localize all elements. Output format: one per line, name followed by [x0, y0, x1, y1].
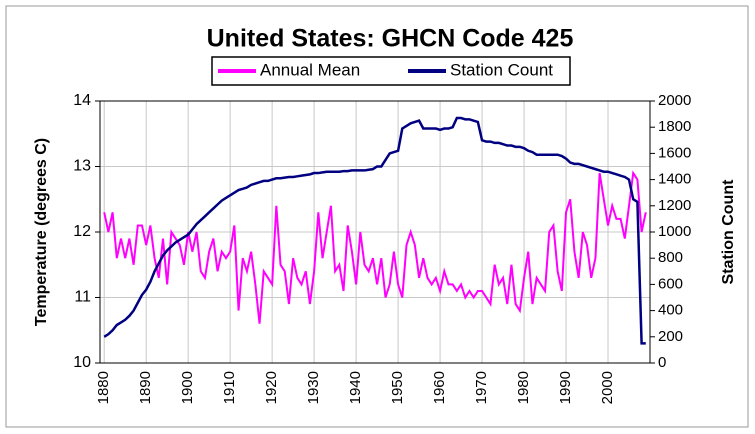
- y-tick-label: 14: [73, 92, 91, 109]
- y2-tick-label: 2000: [658, 92, 691, 109]
- x-tick-label: 1910: [221, 371, 238, 404]
- y2-tick-label: 1400: [658, 171, 691, 188]
- x-tick-label: 1880: [95, 371, 112, 404]
- series-line: [103, 170, 647, 324]
- plot-frame: [99, 100, 651, 364]
- y2-tick-label: 1200: [658, 197, 691, 214]
- y2-tick-label: 1600: [658, 144, 691, 161]
- x-tick-label: 1900: [179, 371, 196, 404]
- y-tick-label: 12: [73, 223, 91, 240]
- legend-label: Annual Mean: [260, 60, 360, 79]
- x-tick-label: 1960: [431, 371, 448, 404]
- x-tick-label: 2000: [599, 371, 616, 404]
- legend-label: Station Count: [450, 60, 553, 79]
- chart-title: United States: GHCN Code 425: [207, 25, 574, 53]
- x-tick-label: 1920: [263, 371, 280, 404]
- y-axis-label: Temperature (degrees C): [33, 138, 50, 326]
- y2-tick-label: 400: [658, 302, 683, 319]
- y-tick-label: 10: [73, 354, 91, 371]
- y2-tick-label: 200: [658, 328, 683, 345]
- x-tick-label: 1990: [557, 371, 574, 404]
- x-tick-label: 1970: [473, 371, 490, 404]
- y2-axis-label: Station Count: [720, 179, 737, 285]
- y2-tick-label: 600: [658, 275, 683, 292]
- y2-tick-label: 800: [658, 249, 683, 266]
- y2-tick-label: 1000: [658, 223, 691, 240]
- x-tick-label: 1940: [347, 371, 364, 404]
- x-tick-label: 1930: [305, 371, 322, 404]
- x-tick-label: 1980: [515, 371, 532, 404]
- y2-tick-label: 1800: [658, 118, 691, 135]
- y-tick-label: 11: [74, 289, 91, 306]
- x-tick-label: 1890: [137, 371, 154, 404]
- y-tick-label: 13: [73, 158, 91, 175]
- legend: [211, 56, 571, 86]
- series-line: [103, 116, 646, 345]
- x-tick-label: 1950: [389, 371, 406, 404]
- y2-tick-label: 0: [658, 354, 666, 371]
